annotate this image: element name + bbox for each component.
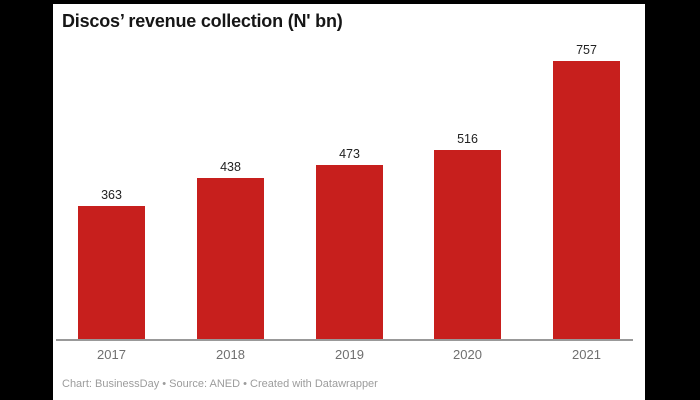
bar-2021 (553, 61, 620, 339)
bar-chart-plot: 363 2017 438 2018 473 2019 516 2020 757 2021 (53, 4, 645, 400)
bar-2019 (316, 165, 383, 339)
x-tick-label-2021: 2021 (572, 347, 601, 362)
x-tick-label-2017: 2017 (97, 347, 126, 362)
bar-2020 (434, 150, 501, 339)
value-label-2020: 516 (457, 132, 478, 146)
bar-2018 (197, 178, 264, 339)
bar-2017 (78, 206, 145, 339)
chart-title: Discos’ revenue collection (N' bn) (62, 11, 343, 31)
x-tick-label-2018: 2018 (216, 347, 245, 362)
value-label-2021: 757 (576, 43, 597, 57)
x-tick-label-2020: 2020 (453, 347, 482, 362)
value-label-2019: 473 (339, 147, 360, 161)
value-label-2018: 438 (220, 160, 241, 174)
x-axis-line (56, 339, 633, 341)
chart-card: Discos’ revenue collection (N' bn) 363 20… (53, 4, 645, 400)
x-tick-label-2019: 2019 (335, 347, 364, 362)
footer-credit: Chart: BusinessDay • Source: ANED • Crea… (62, 378, 378, 390)
value-label-2017: 363 (101, 188, 122, 202)
